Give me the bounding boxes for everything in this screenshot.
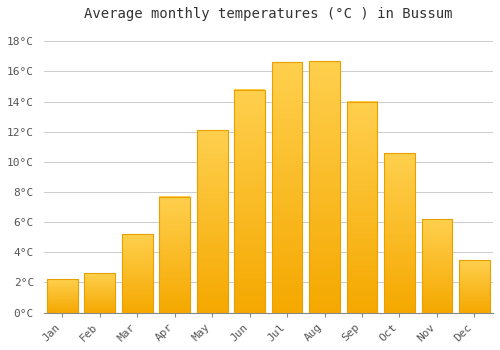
Bar — [272, 62, 302, 313]
Bar — [234, 90, 265, 313]
Bar — [384, 153, 415, 313]
Bar — [422, 219, 452, 313]
Bar — [47, 280, 78, 313]
Bar — [197, 130, 228, 313]
Title: Average monthly temperatures (°C ) in Bussum: Average monthly temperatures (°C ) in Bu… — [84, 7, 452, 21]
Bar — [346, 102, 378, 313]
Bar — [84, 273, 115, 313]
Bar — [459, 260, 490, 313]
Bar — [160, 197, 190, 313]
Bar — [309, 61, 340, 313]
Bar — [122, 234, 152, 313]
